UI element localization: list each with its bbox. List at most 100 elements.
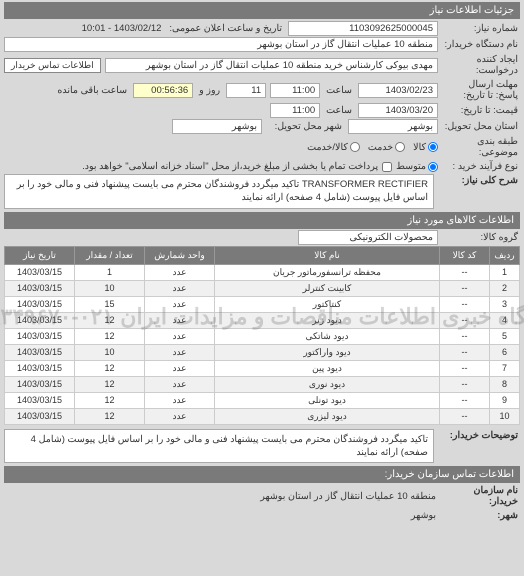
org-label: نام سازمان خریدار: <box>442 484 520 508</box>
table-cell: -- <box>440 408 490 424</box>
table-cell: 5 <box>490 328 520 344</box>
table-cell: عدد <box>145 264 215 280</box>
table-row: 1--محفظه ترانسفورماتور جریانعدد11403/03/… <box>5 264 520 280</box>
table-cell: 1403/03/15 <box>5 312 75 328</box>
table-cell: 1403/03/15 <box>5 328 75 344</box>
contact-buyer-button[interactable]: اطلاعات تماس خریدار <box>4 58 101 73</box>
radio-mid-input[interactable] <box>428 162 438 172</box>
table-cell: 10 <box>75 344 145 360</box>
table-cell: 15 <box>75 296 145 312</box>
table-cell: 8 <box>490 376 520 392</box>
purchase-type-label: نوع فرآیند خرید : <box>442 160 520 173</box>
col-header: واحد شمارش <box>145 246 215 264</box>
deadline-hour: 11:00 <box>270 83 320 98</box>
items-table: ردیفکد کالانام کالاواحد شمارشتعداد / مقد… <box>4 246 520 425</box>
radio-both[interactable]: کالا/خدمت <box>307 142 360 153</box>
table-cell: عدد <box>145 376 215 392</box>
table-cell: 10 <box>75 280 145 296</box>
org-value: منطقه 10 عملیات انتقال گاز در استان بوشه… <box>258 490 438 503</box>
radio-kala[interactable]: کالا <box>413 142 438 153</box>
table-cell: دیود تونلی <box>215 392 440 408</box>
table-row: 7--دیود پینعدد121403/03/15 <box>5 360 520 376</box>
table-cell: 12 <box>75 312 145 328</box>
group-value: محصولات الکترونیکی <box>298 230 438 245</box>
radio-mid[interactable]: متوسط <box>396 161 438 172</box>
buyer-exp-text: تاکید میگردد فروشندگان محترم می بایست پی… <box>4 429 434 464</box>
table-row: 5--دیود شاتکیعدد121403/03/15 <box>5 328 520 344</box>
radio-khedmat[interactable]: خدمت <box>368 142 405 153</box>
col-header: تاریخ نیاز <box>5 246 75 264</box>
table-cell: کابینت کنترلر <box>215 280 440 296</box>
table-cell: 4 <box>490 312 520 328</box>
table-cell: عدد <box>145 344 215 360</box>
items-section-title: اطلاعات کالاهای مورد نیاز <box>4 212 520 229</box>
table-row: 10--دیود لیزریعدد121403/03/15 <box>5 408 520 424</box>
group-label: گروه کالا: <box>442 231 520 244</box>
table-cell: 1403/03/15 <box>5 376 75 392</box>
table-row: 6--دیود واراکتورعدد101403/03/15 <box>5 344 520 360</box>
table-cell: دیود واراکتور <box>215 344 440 360</box>
deadline-date: 1403/02/23 <box>358 83 438 98</box>
table-cell: عدد <box>145 296 215 312</box>
table-cell: 9 <box>490 392 520 408</box>
table-cell: دیود لیزری <box>215 408 440 424</box>
table-cell: 1 <box>490 264 520 280</box>
table-row: 9--دیود تونلیعدد121403/03/15 <box>5 392 520 408</box>
price-until-label: قیمت: تا تاریخ: <box>442 104 520 117</box>
table-cell: 1403/03/15 <box>5 280 75 296</box>
radio-khedmat-input[interactable] <box>395 142 405 152</box>
table-cell: 1403/03/15 <box>5 296 75 312</box>
delivery-prov-label: استان محل تحویل: <box>442 120 520 133</box>
table-cell: کنتاکتور <box>215 296 440 312</box>
table-row: 3--کنتاکتورعدد151403/03/15 <box>5 296 520 312</box>
table-cell: عدد <box>145 360 215 376</box>
table-cell: 12 <box>75 328 145 344</box>
city-label: شهر: <box>442 509 520 522</box>
announce-label: تاریخ و ساعت اعلان عمومی: <box>167 22 284 35</box>
table-cell: 1403/03/15 <box>5 264 75 280</box>
table-cell: -- <box>440 392 490 408</box>
radio-kala-input[interactable] <box>428 142 438 152</box>
time-remaining: 00:56:36 <box>133 83 193 98</box>
radio-khedmat-label: خدمت <box>368 142 393 153</box>
table-cell: 1403/03/15 <box>5 408 75 424</box>
table-row: 2--کابینت کنترلرعدد101403/03/15 <box>5 280 520 296</box>
table-cell: دیود زنر <box>215 312 440 328</box>
table-cell: -- <box>440 280 490 296</box>
table-cell: -- <box>440 360 490 376</box>
table-cell: 12 <box>75 376 145 392</box>
contact-section-title: اطلاعات تماس سازمان خریدار: <box>4 466 520 483</box>
radio-mid-label: متوسط <box>396 161 426 172</box>
price-until-hour: 11:00 <box>270 103 320 118</box>
table-cell: عدد <box>145 408 215 424</box>
table-cell: 6 <box>490 344 520 360</box>
table-cell: -- <box>440 296 490 312</box>
buyer-name-label: نام دستگاه خریدار: <box>442 38 520 51</box>
table-cell: 2 <box>490 280 520 296</box>
table-cell: 1403/03/15 <box>5 392 75 408</box>
radio-both-input[interactable] <box>350 142 360 152</box>
table-cell: عدد <box>145 328 215 344</box>
buyer-name-value: منطقه 10 عملیات انتقال گاز در استان بوشه… <box>4 37 438 52</box>
table-cell: 3 <box>490 296 520 312</box>
req-no-value: 1103092625000045 <box>288 21 438 36</box>
hour-label-1: ساعت <box>324 84 354 97</box>
table-cell: 7 <box>490 360 520 376</box>
col-header: ردیف <box>490 246 520 264</box>
table-cell: دیود نوری <box>215 376 440 392</box>
table-cell: 12 <box>75 408 145 424</box>
desc-label: شرح کلی نیاز: <box>442 174 520 187</box>
table-cell: 1 <box>75 264 145 280</box>
table-cell: محفظه ترانسفورماتور جریان <box>215 264 440 280</box>
table-cell: 1403/03/15 <box>5 344 75 360</box>
desc-text: TRANSFORMER RECTIFIER تاکید میگردد فروشن… <box>4 174 434 209</box>
treasury-checkbox[interactable] <box>382 162 392 172</box>
treasury-label: پرداخت تمام یا بخشی از مبلغ خرید،از محل … <box>82 161 378 172</box>
table-cell: -- <box>440 328 490 344</box>
announce-value: 1403/02/12 - 10:01 <box>80 22 164 35</box>
col-header: تعداد / مقدار <box>75 246 145 264</box>
requester-label: ایجاد کننده درخواست: <box>442 53 520 77</box>
table-cell: دیود پین <box>215 360 440 376</box>
requester-value: مهدی بیوکی کارشناس خرید منطقه 10 عملیات … <box>105 58 438 73</box>
panel-title: جزئیات اطلاعات نیاز <box>4 2 520 19</box>
